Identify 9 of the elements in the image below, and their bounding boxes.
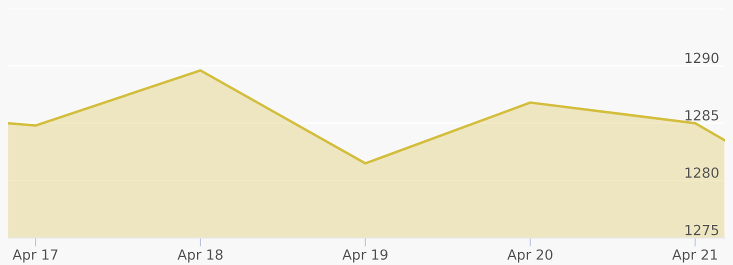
y-tick-label: 1275 [686,224,718,236]
x-tick-label: Apr 17 [12,250,58,263]
x-tick-label: Apr 20 [507,249,552,263]
y-tick-label: 1285 [686,110,718,121]
x-tick-label: Apr 19 [342,249,388,263]
y-tick-label: 1290 [686,52,718,64]
x-tick-label: Apr 21 [672,249,717,263]
x-tick-label: Apr 18 [178,249,223,263]
y-tick-label: 1280 [686,167,718,178]
